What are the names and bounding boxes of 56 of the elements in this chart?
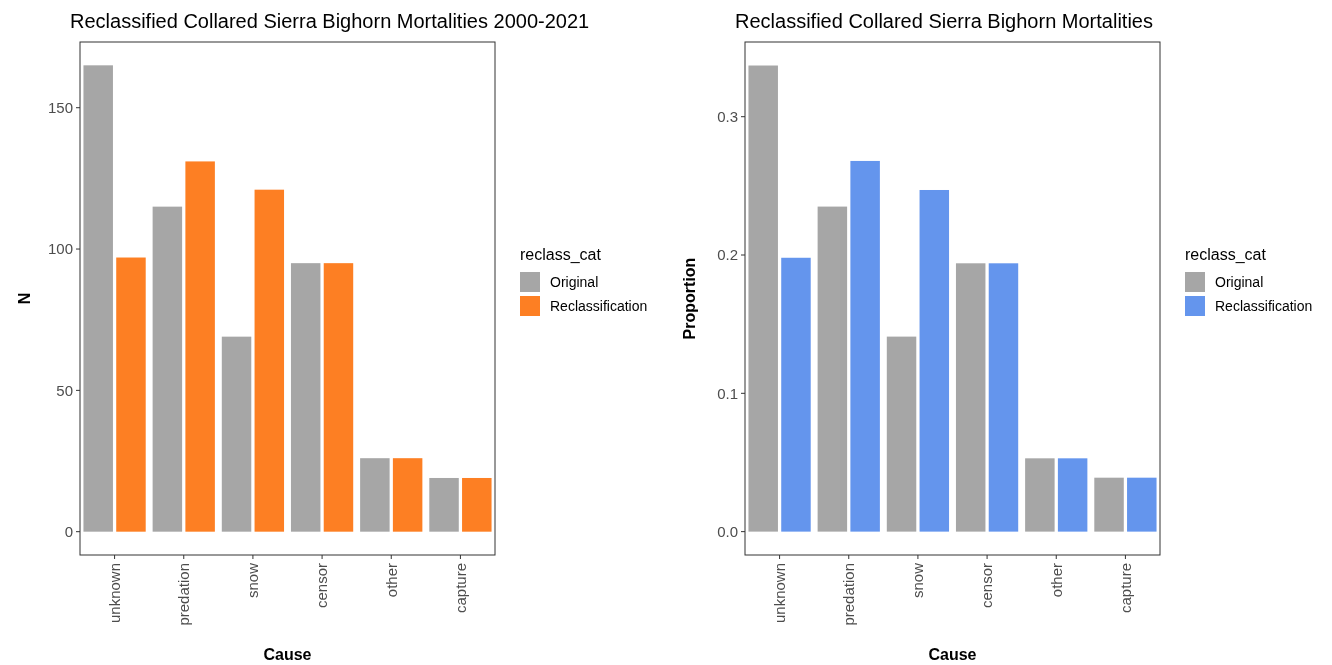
bar: [254, 189, 285, 532]
x-tick-label: predation: [840, 563, 857, 626]
bar: [290, 263, 321, 532]
bar: [221, 336, 252, 532]
y-tick-label: 0.3: [717, 107, 738, 125]
bar: [185, 161, 215, 532]
chart-title: Reclassified Collared Sierra Bighorn Mortalities 2000-2021: [70, 10, 590, 32]
bar: [116, 257, 146, 532]
bar: [748, 65, 778, 532]
x-tick-label: other: [1047, 563, 1065, 598]
x-tick-label: censor: [313, 563, 331, 609]
y-tick-label: 150: [47, 98, 73, 116]
y-axis-title: N: [16, 292, 33, 305]
y-tick-label: 0.1: [717, 384, 738, 402]
legend-label: Reclassification: [1215, 297, 1313, 314]
legend-title: reclass_cat: [520, 246, 602, 264]
bar: [1094, 477, 1124, 532]
legend-label: Reclassification: [550, 297, 648, 314]
bar: [360, 458, 390, 532]
legend-title: reclass_cat: [1185, 246, 1267, 264]
y-tick-label: 0.2: [717, 246, 738, 264]
bar: [1127, 477, 1157, 532]
bar: [392, 458, 423, 532]
bar: [817, 206, 848, 532]
y-tick-label: 0.0: [717, 522, 738, 540]
y-tick-label: 0: [64, 522, 73, 540]
legend-label: Original: [550, 273, 599, 290]
x-tick-label: predation: [175, 563, 192, 626]
x-axis-title: Cause: [263, 646, 312, 663]
x-tick-label: capture: [451, 563, 469, 614]
bar: [83, 65, 113, 532]
bar: [1025, 458, 1055, 532]
bar: [919, 189, 950, 532]
bar: [955, 263, 986, 532]
x-axis-title: Cause: [928, 646, 977, 663]
y-tick-label: 100: [47, 240, 73, 258]
x-tick-label: other: [382, 563, 400, 598]
bar: [429, 477, 459, 532]
bar: [988, 263, 1019, 532]
bar: [781, 257, 811, 532]
x-tick-label: unknown: [770, 563, 788, 624]
bar: [886, 336, 917, 532]
y-axis-title: Proportion: [681, 257, 698, 340]
legend-label: Original: [1215, 273, 1264, 290]
bar: [1057, 458, 1088, 532]
x-tick-label: snow: [244, 562, 262, 599]
bar: [323, 263, 354, 532]
x-tick-label: censor: [978, 563, 996, 609]
x-tick-label: snow: [909, 562, 927, 599]
chart-title: Reclassified Collared Sierra Bighorn Mortalities: [735, 10, 1153, 32]
y-tick-label: 50: [56, 381, 73, 399]
bar: [152, 206, 183, 532]
x-tick-label: capture: [1116, 563, 1134, 614]
bar: [850, 160, 880, 532]
bar: [462, 477, 492, 532]
x-tick-label: unknown: [105, 563, 123, 624]
